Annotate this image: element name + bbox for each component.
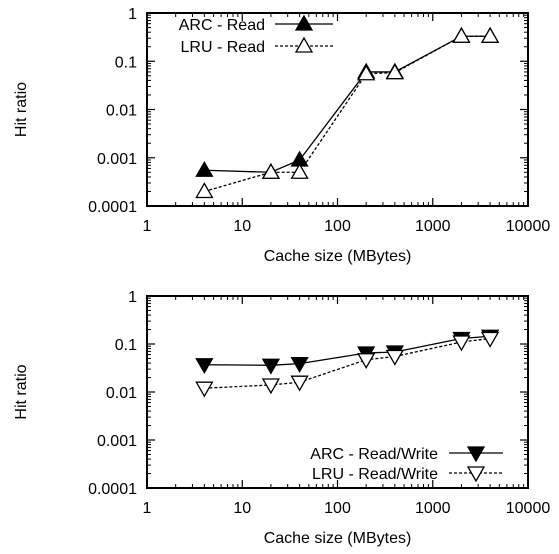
y-tick-label: 0.001 [97, 433, 137, 450]
data-point [385, 63, 404, 80]
y-tick-label: 0.001 [97, 151, 137, 168]
legend: ARC - Read LRU - Read [179, 14, 333, 56]
data-point [261, 162, 281, 179]
data-point [261, 358, 281, 375]
x-tick-label: 1000 [415, 218, 451, 235]
data-point [195, 182, 214, 199]
series-line [204, 35, 491, 193]
data-point [385, 349, 404, 366]
data-point [452, 335, 471, 352]
data-point [357, 64, 376, 81]
x-tick-label: 10 [233, 500, 251, 517]
charts-layer: 1 10 100 1000 10000 0.0001 0.001 0.01 0.1 1 Cache … [13, 6, 550, 547]
y-axis-title: Hit ratio [13, 82, 30, 137]
data-point [195, 160, 214, 177]
legend: ARC - Read/Write LRU - Read/Write [310, 446, 503, 483]
x-tick-label: 1 [143, 218, 152, 235]
x-tick-label: 10000 [506, 218, 551, 235]
legend-label: LRU - Read [181, 39, 265, 56]
chart-panel-1: 1 10 100 1000 10000 0.0001 0.001 0.01 0.1 1 Cache … [13, 6, 550, 265]
legend-marker [294, 14, 314, 31]
x-tick-label: 100 [324, 500, 351, 517]
series-line [204, 335, 491, 366]
x-tick-label: 1 [143, 500, 152, 517]
series-1 [195, 329, 500, 375]
chart-panel-2: 1 10 100 1000 10000 0.0001 0.001 0.01 0.1 1 Cache … [13, 289, 550, 547]
y-tick-label: 0.0001 [88, 481, 137, 498]
legend-marker [466, 446, 486, 463]
y-tick-label: 1 [128, 289, 137, 306]
x-axis-title: Cache size (MBytes) [264, 248, 412, 265]
data-point [480, 331, 500, 348]
y-tick-label: 0.1 [115, 54, 137, 71]
data-point [290, 162, 309, 179]
series-line [204, 337, 491, 389]
data-point [480, 26, 500, 43]
legend-label: ARC - Read/Write [310, 446, 438, 463]
data-point [290, 375, 309, 392]
y-tick-label: 1 [128, 6, 137, 23]
y-tick-label: 0.1 [115, 337, 137, 354]
legend-marker [466, 466, 486, 483]
y-tick-label: 0.01 [106, 103, 137, 120]
x-tick-label: 1000 [415, 500, 451, 517]
data-point [452, 26, 471, 43]
series-line [204, 35, 491, 173]
data-point [195, 358, 214, 375]
legend-label: ARC - Read [179, 17, 265, 34]
data-point [357, 353, 376, 370]
data-point [261, 378, 281, 395]
series-2 [195, 331, 500, 398]
legend-label: LRU - Read/Write [312, 466, 438, 483]
series-2 [195, 26, 500, 199]
legend-marker [294, 36, 314, 53]
y-tick-label: 0.0001 [88, 199, 137, 216]
x-tick-label: 10000 [506, 500, 551, 517]
x-axis-title: Cache size (MBytes) [264, 530, 412, 547]
data-point [195, 381, 214, 398]
y-tick-label: 0.01 [106, 385, 137, 402]
x-tick-label: 100 [324, 218, 351, 235]
data-point [290, 356, 309, 373]
x-tick-label: 10 [233, 218, 251, 235]
y-axis-title: Hit ratio [13, 364, 30, 419]
